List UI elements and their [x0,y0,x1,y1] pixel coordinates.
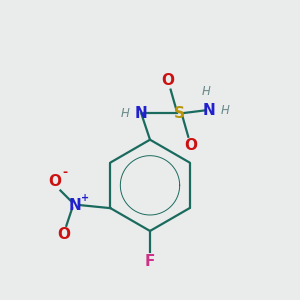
Text: N: N [135,106,148,121]
Text: H: H [121,107,129,120]
Text: O: O [185,138,198,153]
Text: H: H [202,85,210,98]
Text: O: O [161,73,174,88]
Text: O: O [57,227,70,242]
Text: N: N [202,103,215,118]
Text: -: - [62,166,68,179]
Text: F: F [145,254,155,269]
Text: H: H [220,104,230,117]
Text: N: N [69,198,82,213]
Text: O: O [48,174,61,189]
Text: S: S [174,106,185,121]
Text: +: + [81,193,89,203]
